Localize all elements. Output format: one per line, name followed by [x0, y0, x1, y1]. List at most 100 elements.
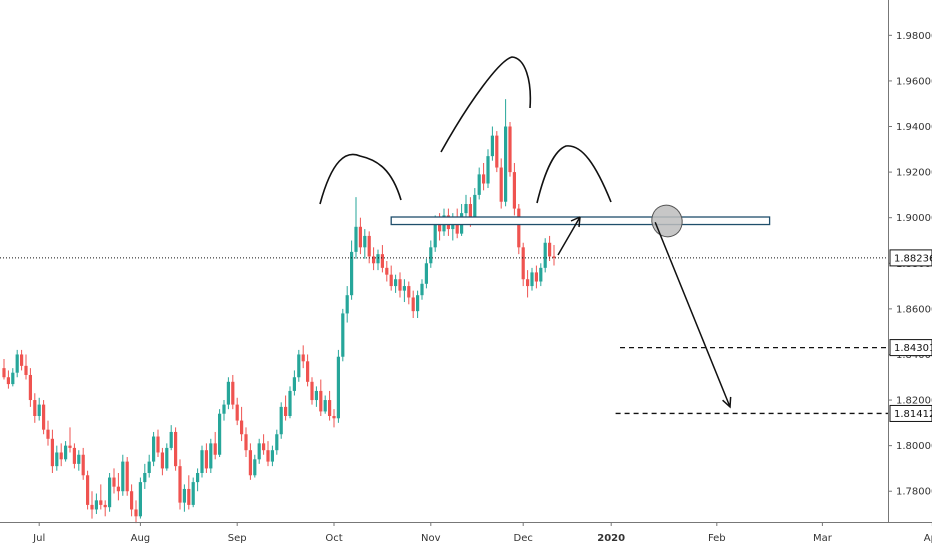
price-tag-label: 1.84301 [894, 343, 932, 354]
candle-body [116, 486, 120, 492]
candle-body [301, 354, 305, 362]
candle-body [6, 377, 10, 385]
candle-body [319, 390, 323, 412]
overlays [0, 204, 888, 415]
candle-body [314, 390, 318, 401]
candle-body [288, 390, 292, 417]
candle-body [196, 472, 200, 483]
candle-body [279, 406, 283, 435]
candle-body [55, 452, 59, 467]
candle-body [77, 454, 81, 464]
candle-body [160, 452, 164, 469]
price-tags: 1.88236 1.84301 1.81412 [889, 249, 932, 422]
candle-body [11, 372, 15, 385]
price-tick-label: 1.86000 [896, 304, 932, 315]
candle-body [455, 219, 459, 234]
candle-body [218, 413, 222, 455]
candle-body [464, 204, 468, 214]
candle-body [473, 194, 477, 220]
candle-body [81, 454, 85, 476]
candle-body [68, 445, 72, 448]
candle-body [358, 226, 362, 248]
time-tick-label: Oct [325, 533, 342, 544]
candle-body [477, 174, 481, 195]
candle-body [411, 297, 415, 312]
candle-body [235, 404, 239, 421]
time-tick-label: 2020 [597, 533, 625, 544]
candle-body [20, 354, 24, 366]
candle-body [72, 447, 76, 464]
candle-body [499, 167, 503, 202]
resistance-zone [390, 216, 771, 226]
candle-body [534, 272, 538, 282]
candle-body [59, 452, 63, 460]
price-tag-label: 1.88236 [894, 253, 932, 264]
candle-body [548, 242, 552, 257]
candle-body [512, 172, 516, 209]
price-tick-label: 1.80000 [896, 441, 932, 452]
candle-body [143, 472, 147, 483]
candle-body [266, 450, 270, 462]
price-tick-label: 1.96000 [896, 76, 932, 87]
candle-body [482, 174, 486, 184]
candle-body [398, 279, 402, 291]
candle-body [112, 477, 116, 487]
candle-body [433, 222, 437, 248]
candle-body [90, 504, 94, 510]
retest-ellipse [651, 204, 683, 238]
price-tick-label: 1.78000 [896, 487, 932, 498]
price-tick-label: 1.90000 [896, 213, 932, 224]
candle-body [15, 354, 19, 373]
target-arrow-shaft [654, 221, 731, 408]
candle-body [248, 450, 252, 476]
candle-body [306, 361, 310, 382]
candle-body [182, 488, 186, 503]
candle-body [24, 365, 28, 375]
candle-body [50, 438, 54, 467]
candle-body [108, 477, 112, 508]
candle-body [103, 504, 107, 508]
candle-body [37, 404, 41, 417]
candle-body [323, 400, 327, 412]
candle-body [486, 156, 490, 184]
time-tick-label: Feb [708, 533, 726, 544]
candle-body [270, 450, 274, 462]
candle-body [134, 509, 138, 517]
candle-body [284, 406, 288, 417]
candle-body [424, 263, 428, 284]
price-tag-label: 1.81412 [894, 409, 932, 420]
candle-body [130, 491, 134, 510]
price-tag-box [889, 339, 932, 357]
candle-body [86, 475, 90, 505]
candle-body [490, 135, 494, 157]
time-axis[interactable]: Jul Aug Sep Oct Nov Dec 2020 Feb Mar Apr [0, 522, 932, 544]
candle-body [222, 404, 226, 414]
candle-body [310, 381, 314, 401]
candle-body [191, 482, 195, 505]
candle-body [504, 126, 508, 202]
candle-body [345, 295, 349, 314]
candle-body [420, 283, 424, 296]
candle-body [341, 313, 345, 357]
candle-body [376, 254, 380, 264]
time-tick-label: Apr [924, 533, 932, 544]
candle-body [297, 354, 301, 378]
candle-body [372, 256, 376, 264]
candle-body [508, 126, 512, 173]
candle-body [64, 445, 68, 460]
candle-body [429, 247, 433, 264]
candle-body [94, 500, 98, 510]
candle-body [169, 431, 173, 448]
candle-body [99, 500, 103, 505]
candle-body [292, 377, 296, 391]
candle-body [438, 222, 442, 232]
candle-body [178, 466, 182, 503]
candle-body [367, 235, 371, 257]
candle-body [257, 443, 261, 460]
price-tick-label: 1.98000 [896, 31, 932, 42]
candle-body [253, 459, 257, 476]
candle-body [121, 461, 125, 492]
time-tick-label: Nov [421, 533, 441, 544]
candle-body [394, 279, 398, 287]
